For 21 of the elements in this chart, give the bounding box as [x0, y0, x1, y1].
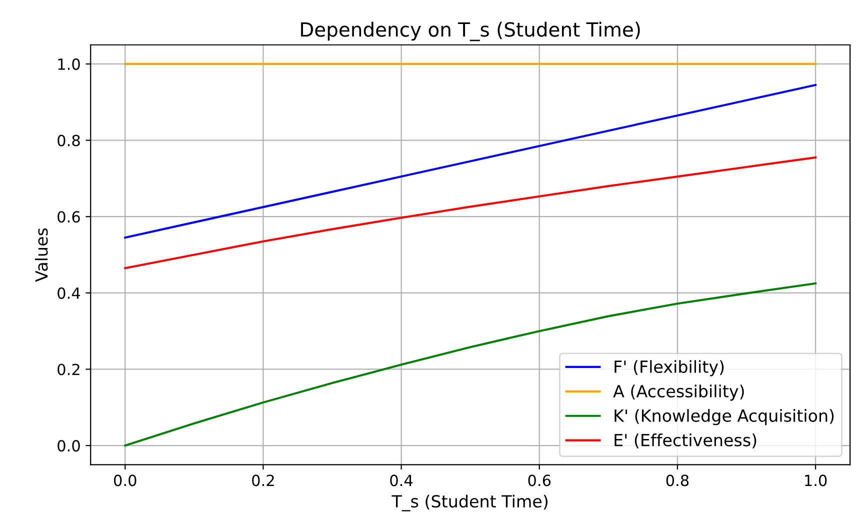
y-tick-label: 1.0 [58, 58, 80, 70]
x-tick-label: 1.0 [805, 474, 827, 486]
x-tick-label: 0.4 [390, 474, 413, 486]
legend-label: F' (Flexibility) [614, 360, 724, 376]
legend-label: K' (Knowledge Acquisition) [614, 409, 834, 426]
x-tick-label: 0.0 [114, 474, 136, 486]
x-tick-label: 0.2 [252, 474, 274, 486]
y-tick-label: 0.4 [58, 287, 80, 299]
y-tick-label: 0.2 [58, 364, 80, 376]
line-series [124, 84, 817, 239]
y-tick-label: 0.0 [58, 440, 80, 452]
y-tick-label: 0.6 [58, 211, 80, 223]
chart-title: Dependency on T_s (Student Time) [301, 22, 640, 42]
x-tick-label: 0.8 [666, 474, 689, 486]
y-tick-label: 0.8 [58, 134, 80, 146]
line-series [124, 156, 817, 270]
legend-label: E' (Effectiveness) [614, 434, 756, 448]
legend-label: A (Accessibility) [613, 384, 744, 401]
x-axis-title: T_s (Student Time) [392, 494, 548, 512]
y-axis-title: Values [34, 228, 48, 282]
x-tick-label: 0.6 [528, 474, 551, 486]
